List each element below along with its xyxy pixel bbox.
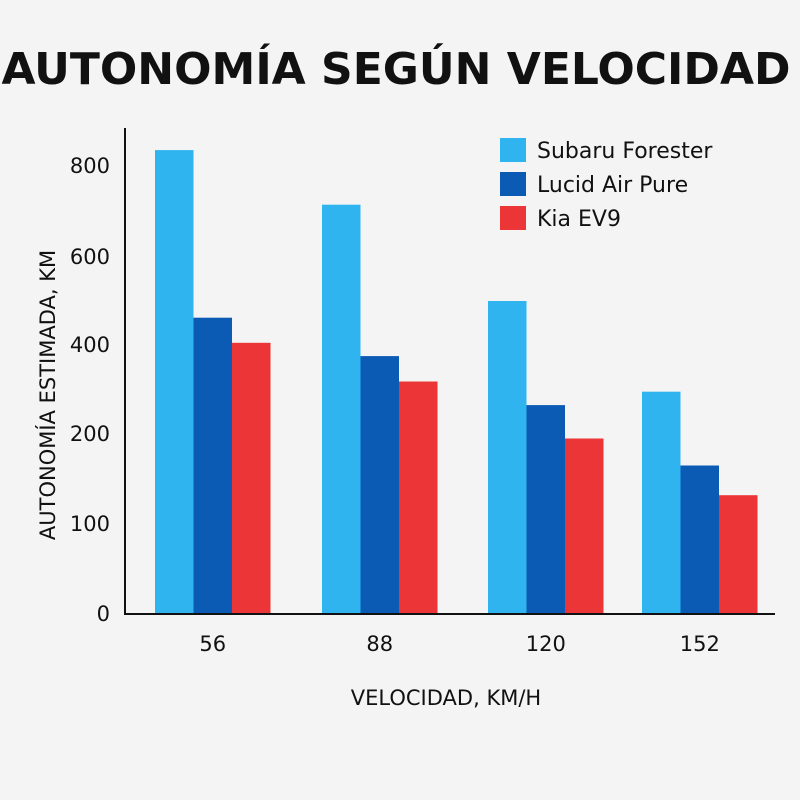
- bar-kia-ev9-152: [719, 495, 758, 614]
- legend: Subaru Forester Lucid Air Pure Kia EV9: [500, 138, 713, 232]
- legend-label: Lucid Air Pure: [537, 173, 688, 198]
- bar-subaru-forester-56: [155, 150, 194, 614]
- bar-subaru-forester-120: [488, 301, 527, 614]
- x-axis-ticks: 56 88 120 152: [199, 632, 719, 656]
- legend-label: Kia EV9: [537, 207, 621, 232]
- chart-title: AUTONOMÍA SEGÚN VELOCIDAD: [1, 42, 790, 95]
- x-tick-label: 88: [366, 632, 393, 656]
- bar-kia-ev9-56: [232, 342, 271, 614]
- bar-lucid-air-pure-88: [360, 356, 399, 614]
- x-tick-label: 152: [680, 632, 720, 656]
- y-tick-label: 600: [70, 245, 110, 269]
- y-tick-label: 200: [70, 422, 110, 446]
- y-axis-ticks: 0 100 200 400 600 800: [70, 154, 110, 626]
- bar-lucid-air-pure-56: [193, 317, 232, 614]
- bars: [155, 150, 758, 614]
- bar-subaru-forester-152: [642, 391, 681, 614]
- bar-kia-ev9-120: [565, 438, 604, 614]
- y-tick-label: 800: [70, 154, 110, 178]
- bar-subaru-forester-88: [322, 204, 361, 614]
- legend-swatch: [500, 206, 526, 230]
- x-tick-label: 120: [526, 632, 566, 656]
- y-tick-label: 400: [70, 333, 110, 357]
- legend-swatch: [500, 138, 526, 162]
- y-axis-title: AUTONOMÍA ESTIMADA, KM: [35, 250, 60, 540]
- y-tick-label: 0: [97, 602, 110, 626]
- y-tick-label: 100: [70, 512, 110, 536]
- legend-swatch: [500, 172, 526, 196]
- bar-kia-ev9-88: [399, 381, 438, 614]
- legend-label: Subaru Forester: [537, 139, 713, 164]
- x-tick-label: 56: [199, 632, 226, 656]
- bar-lucid-air-pure-120: [526, 405, 565, 614]
- x-axis-title: VELOCIDAD, KM/H: [351, 686, 541, 710]
- bar-lucid-air-pure-152: [680, 465, 719, 614]
